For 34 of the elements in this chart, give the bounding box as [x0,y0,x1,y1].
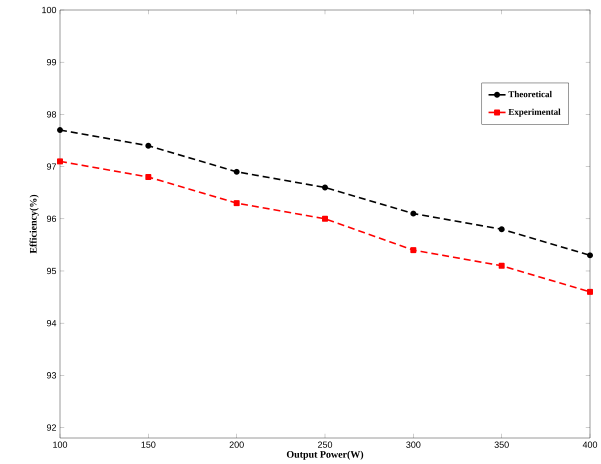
y-tick-label: 92 [46,424,56,431]
x-tick-label: 400 [582,442,598,448]
point [498,262,505,269]
point [57,127,63,134]
x-axis-title: Output Power(W) [286,450,364,460]
x-tick-label: 100 [53,442,68,448]
x-tick-label: 150 [142,442,156,448]
y-tick-label: 93 [46,372,56,379]
point [410,210,416,217]
legend-label: Theoretical [508,90,552,98]
point [322,184,328,190]
point [322,216,328,222]
y-tick-label: 95 [46,268,56,274]
point [234,200,240,206]
y-tick-label: 98 [46,111,56,118]
y-tick-label: 99 [46,59,56,66]
x-tick-label: 300 [406,442,420,448]
y-tick-label: 96 [46,216,56,222]
x-tick-label: 200 [230,442,244,448]
point [57,158,63,164]
point [587,288,593,295]
point [498,226,505,232]
y-axis-title: Efficiency(%) [30,194,39,254]
y-tick-label: 97 [46,163,56,170]
y-tick-label: 94 [46,320,56,326]
point [145,142,152,149]
point [145,174,152,180]
point [234,168,240,175]
legend-label: Experimental [508,108,560,117]
y-tick-label: 100 [42,6,56,14]
point [587,252,593,258]
x-tick-label: 250 [318,442,332,448]
x-tick-label: 350 [494,442,509,448]
point [410,247,416,254]
